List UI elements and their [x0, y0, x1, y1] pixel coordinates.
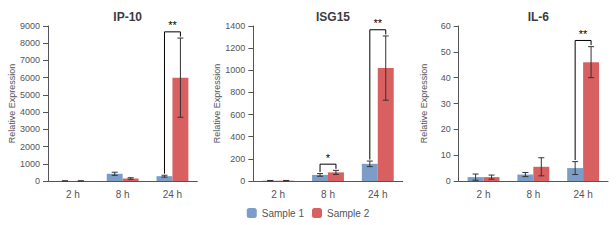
svg-text:Relative Expression: Relative Expression	[7, 64, 17, 144]
svg-text:800: 800	[230, 87, 245, 97]
svg-text:24 h: 24 h	[573, 189, 592, 200]
svg-text:5000: 5000	[20, 90, 40, 100]
svg-text:200: 200	[230, 154, 245, 164]
svg-text:8 h: 8 h	[321, 189, 335, 200]
svg-text:30: 30	[441, 99, 451, 109]
svg-text:24 h: 24 h	[368, 189, 387, 200]
svg-text:ISG15: ISG15	[316, 10, 350, 24]
svg-text:4000: 4000	[20, 107, 40, 117]
svg-text:2 h: 2 h	[477, 189, 491, 200]
svg-text:1000: 1000	[20, 159, 40, 169]
svg-text:*: *	[326, 152, 331, 164]
svg-text:60: 60	[441, 21, 451, 31]
svg-text:9000: 9000	[20, 21, 40, 31]
svg-text:2 h: 2 h	[271, 189, 285, 200]
svg-text:24 h: 24 h	[163, 189, 182, 200]
svg-text:IP-10: IP-10	[113, 10, 142, 24]
svg-text:0: 0	[446, 176, 451, 186]
svg-text:10: 10	[441, 150, 451, 160]
svg-text:600: 600	[230, 110, 245, 120]
svg-text:0: 0	[240, 176, 245, 186]
svg-text:0: 0	[35, 176, 40, 186]
svg-text:8 h: 8 h	[526, 189, 540, 200]
svg-text:20: 20	[441, 124, 451, 134]
svg-text:3000: 3000	[20, 124, 40, 134]
svg-text:8 h: 8 h	[116, 189, 130, 200]
svg-text:50: 50	[441, 47, 451, 57]
svg-text:IL-6: IL-6	[528, 10, 550, 24]
svg-text:1200: 1200	[225, 43, 245, 53]
svg-text:400: 400	[230, 132, 245, 142]
svg-text:40: 40	[441, 73, 451, 83]
svg-text:Relative Expression: Relative Expression	[419, 64, 429, 144]
svg-text:2 h: 2 h	[66, 189, 80, 200]
svg-text:7000: 7000	[20, 55, 40, 65]
svg-text:Sample 1: Sample 1	[262, 208, 305, 219]
svg-text:Sample 2: Sample 2	[327, 208, 370, 219]
svg-text:2000: 2000	[20, 142, 40, 152]
svg-text:Relative Expression: Relative Expression	[212, 64, 222, 144]
svg-text:**: **	[579, 28, 588, 40]
svg-text:1400: 1400	[225, 21, 245, 31]
svg-text:**: **	[373, 17, 382, 29]
svg-text:**: **	[168, 19, 177, 31]
svg-text:1000: 1000	[225, 65, 245, 75]
svg-text:6000: 6000	[20, 73, 40, 83]
svg-text:8000: 8000	[20, 38, 40, 48]
